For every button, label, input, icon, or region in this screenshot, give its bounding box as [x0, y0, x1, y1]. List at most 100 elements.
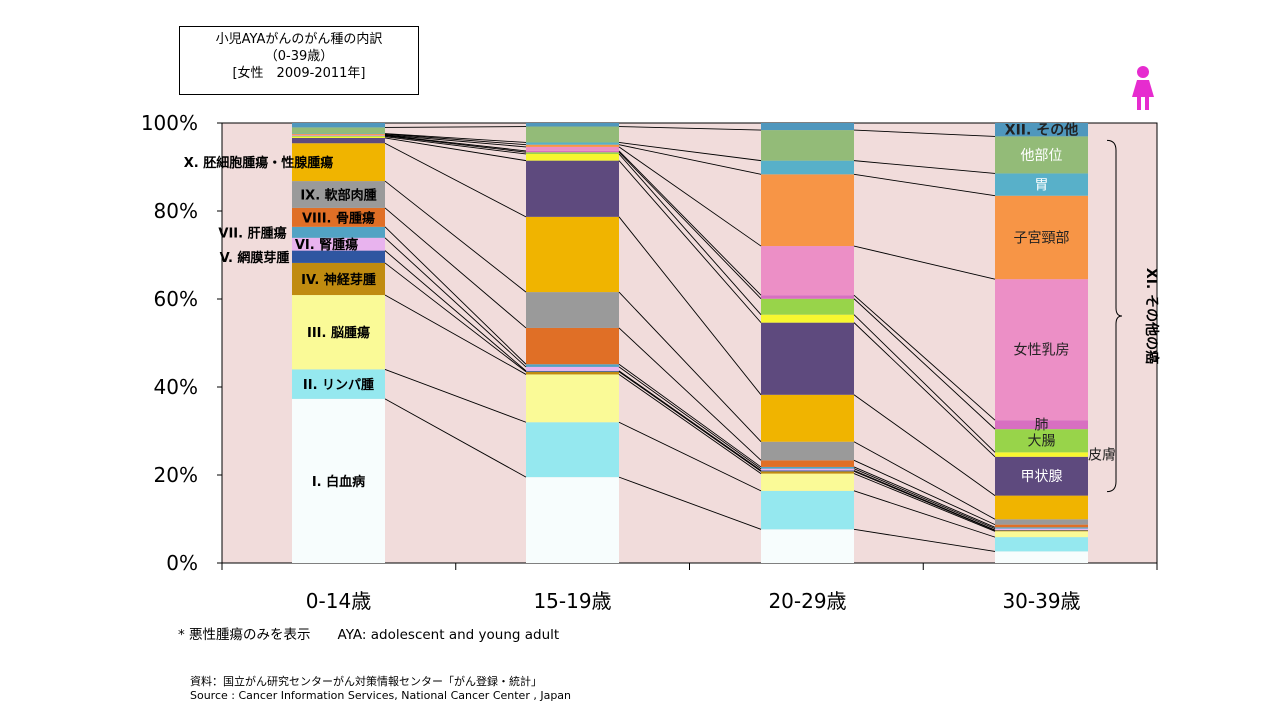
connector-line: [384, 134, 527, 148]
bar-segment-1-5: [292, 250, 385, 263]
bar-segment-3-19: [761, 123, 854, 131]
connector-line: [384, 398, 527, 478]
connector-line: [853, 322, 996, 458]
segment-label-col4: 甲状腺: [1021, 469, 1063, 485]
bar-segment-3-3: [761, 473, 854, 491]
bar-segment-3-9: [761, 441, 854, 461]
bar-segment-3-7: [761, 466, 854, 469]
bar-segment-1-8: [292, 207, 385, 227]
connector-line: [618, 421, 762, 492]
bar-segment-1-18: [292, 127, 385, 134]
x-tick-label: 0-14歳: [306, 589, 371, 613]
connector-line: [853, 441, 996, 520]
segment-label-col1: III. 脳腫瘍: [307, 325, 370, 341]
segment-label-col1: IV. 神経芽腫: [301, 272, 376, 288]
connector-line: [853, 129, 996, 137]
connector-line: [384, 142, 527, 218]
bar-segment-2-19: [526, 123, 619, 127]
bar-segment-4-9: [995, 519, 1088, 525]
connector-line: [618, 327, 762, 461]
connector-line: [384, 226, 527, 365]
bar-segment-2-2: [526, 422, 619, 478]
chart-title-box: 小児AYAがんのがん種の内訳 （0-39歳） [女性 2009-2011年]: [179, 26, 419, 95]
bar-segment-3-14: [761, 295, 854, 299]
bar-segment-1-3: [292, 295, 385, 370]
bar-segment-2-17: [526, 142, 619, 145]
connector-line: [384, 135, 527, 153]
segment-label-col1: V. 網膜芽腫: [220, 250, 290, 266]
connector-line: [618, 142, 762, 162]
connector-line: [384, 136, 527, 155]
bar-segment-1-10: [292, 143, 385, 182]
bar-segment-4-8: [995, 524, 1088, 528]
y-tick-label: 60%: [154, 287, 198, 311]
bar-segment-3-6: [761, 468, 854, 471]
segment-label-col4: 大腸: [1028, 434, 1056, 450]
segment-label-col1: VI. 腎腫瘍: [295, 237, 358, 253]
connector-line: [618, 216, 762, 396]
connector-line: [384, 294, 527, 375]
bar-segment-2-13: [526, 152, 619, 154]
connector-line: [853, 466, 996, 528]
bar-segment-4-13: [995, 429, 1088, 453]
bar-segment-2-5: [526, 370, 619, 372]
bar-segment-3-10: [761, 394, 854, 442]
segment-label-col1: X. 胚細胞腫瘍・性腺腫瘍: [184, 155, 334, 171]
connector-line: [618, 150, 762, 296]
connector-line: [853, 245, 996, 280]
bar-segment-1-6: [292, 237, 385, 251]
bar-segment-4-2: [995, 537, 1088, 552]
y-tick-label: 0%: [166, 551, 198, 575]
female-figure-icon-body: [1132, 80, 1154, 97]
bar-segment-3-2: [761, 490, 854, 530]
bar-segment-4-11: [995, 456, 1088, 496]
source-line-en: Source : Cancer Information Services, Na…: [190, 689, 572, 702]
bar-segment-3-17: [761, 160, 854, 175]
connector-line: [853, 490, 996, 538]
segment-label-col1: VII. 肝腫瘍: [218, 225, 286, 241]
connector-line: [618, 363, 762, 468]
connector-line: [853, 528, 996, 552]
connector-line: [618, 160, 762, 323]
bar-segment-3-8: [761, 460, 854, 467]
connector-line: [853, 470, 996, 531]
chart-title-line-2: （0-39歳）: [264, 49, 334, 64]
bar-segment-3-4: [761, 471, 854, 474]
connector-line: [384, 368, 527, 423]
bar-segment-2-3: [526, 374, 619, 423]
connector-line: [384, 134, 527, 152]
bar-segment-3-13: [761, 298, 854, 315]
y-tick-label: 100%: [141, 111, 198, 135]
bar-segment-4-16: [995, 195, 1088, 280]
y-tick-label: 40%: [154, 375, 198, 399]
female-figure-icon-leg: [1137, 96, 1141, 110]
segment-label-col4: 他部位: [1021, 148, 1063, 164]
bar-segment-4-12: [995, 452, 1088, 457]
bar-segment-4-18: [995, 136, 1088, 174]
bar-segment-2-15: [526, 146, 619, 151]
segment-label-col4: 胃: [1035, 178, 1049, 194]
segment-label-col1: VIII. 骨腫瘍: [302, 210, 375, 226]
connector-line: [853, 298, 996, 430]
segment-label-col4: 女性乳房: [1014, 342, 1070, 359]
bar-segment-2-7: [526, 364, 619, 367]
source-line-jp: 資料：国立がん研究センターがん対策情報センター「がん登録・統計」: [190, 675, 542, 688]
connector-line: [384, 180, 527, 293]
bar-segment-3-16: [761, 174, 854, 247]
connector-line: [384, 250, 527, 372]
connector-line: [853, 459, 996, 526]
bar-segment-4-3: [995, 531, 1088, 538]
bar-segment-2-14: [526, 150, 619, 153]
bar-segment-4-4: [995, 530, 1088, 532]
connector-line: [618, 370, 762, 471]
bar-segment-4-10: [995, 495, 1088, 520]
segment-label-col4: 皮膚: [1088, 448, 1116, 464]
connector-line: [384, 207, 527, 329]
connector-line: [618, 151, 762, 300]
bar-segment-4-1: [995, 551, 1088, 563]
segment-label-col4: 子宮頸部: [1014, 230, 1070, 246]
x-tick-label: 20-29歳: [768, 589, 846, 613]
connector-line: [853, 394, 996, 496]
bar-segment-1-13: [292, 135, 385, 137]
